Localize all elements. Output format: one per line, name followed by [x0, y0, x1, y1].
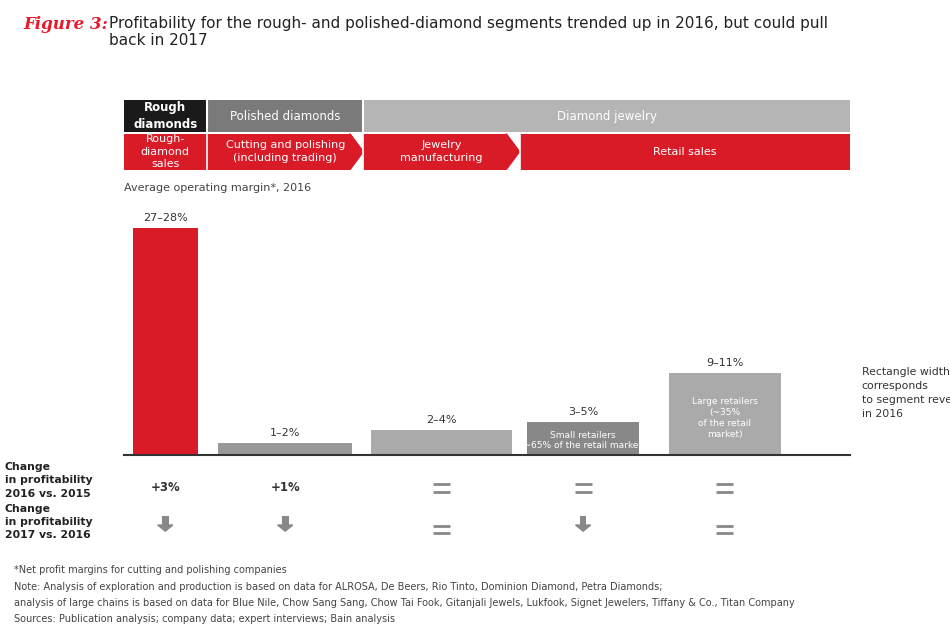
Bar: [133, 228, 198, 455]
Bar: [669, 372, 781, 455]
Bar: [580, 516, 586, 525]
Text: +3%: +3%: [150, 482, 180, 494]
Bar: [207, 100, 363, 132]
Text: Large retailers
(~35%
of the retail
market): Large retailers (~35% of the retail mark…: [692, 398, 758, 439]
Bar: [527, 422, 639, 455]
Text: Rough
diamonds: Rough diamonds: [133, 102, 198, 131]
Text: analysis of large chains is based on data for Blue Nile, Chow Sang Sang, Chow Ta: analysis of large chains is based on dat…: [14, 598, 795, 608]
Bar: [520, 134, 850, 170]
Text: 1–2%: 1–2%: [270, 428, 300, 438]
Text: 27–28%: 27–28%: [142, 213, 188, 223]
Bar: [363, 134, 506, 170]
Polygon shape: [506, 134, 520, 170]
Text: Sources: Publication analysis; company data; expert interviews; Bain analysis: Sources: Publication analysis; company d…: [14, 614, 395, 624]
Polygon shape: [158, 525, 173, 531]
Text: Rectangle width
corresponds
to segment revenue
in 2016: Rectangle width corresponds to segment r…: [862, 367, 950, 420]
Text: *Net profit margins for cutting and polishing companies: *Net profit margins for cutting and poli…: [14, 565, 287, 575]
Bar: [218, 443, 352, 455]
Text: Retail sales: Retail sales: [654, 147, 716, 156]
Text: Small retailers
(~65% of the retail market): Small retailers (~65% of the retail mark…: [521, 431, 646, 450]
Text: Profitability for the rough- and polished-diamond segments trended up in 2016, b: Profitability for the rough- and polishe…: [109, 16, 828, 48]
Bar: [124, 134, 207, 170]
Text: 3–5%: 3–5%: [568, 407, 598, 417]
Bar: [162, 516, 168, 525]
Text: Rough-
diamond
sales: Rough- diamond sales: [141, 134, 190, 169]
Text: Figure 3:: Figure 3:: [24, 16, 108, 33]
Text: Diamond jewelry: Diamond jewelry: [557, 110, 656, 122]
Bar: [370, 431, 512, 455]
Text: Jewelry
manufacturing: Jewelry manufacturing: [400, 141, 483, 163]
Polygon shape: [277, 525, 293, 531]
Bar: [282, 516, 289, 525]
Text: Polished diamonds: Polished diamonds: [230, 110, 340, 122]
Polygon shape: [576, 525, 591, 531]
Bar: [124, 100, 207, 132]
Text: Note: Analysis of exploration and production is based on data for ALROSA, De Bee: Note: Analysis of exploration and produc…: [14, 582, 663, 592]
Text: 2–4%: 2–4%: [427, 416, 457, 426]
Bar: [207, 134, 350, 170]
Bar: [363, 100, 850, 132]
Text: 9–11%: 9–11%: [706, 357, 744, 367]
Text: Average operating margin*, 2016: Average operating margin*, 2016: [124, 183, 311, 193]
Text: Change
in profitability
2016 vs. 2015: Change in profitability 2016 vs. 2015: [5, 462, 92, 499]
Text: +1%: +1%: [271, 482, 300, 494]
Text: Change
in profitability
2017 vs. 2016: Change in profitability 2017 vs. 2016: [5, 504, 92, 540]
Polygon shape: [350, 134, 363, 170]
Text: Cutting and polishing
(including trading): Cutting and polishing (including trading…: [225, 141, 345, 163]
